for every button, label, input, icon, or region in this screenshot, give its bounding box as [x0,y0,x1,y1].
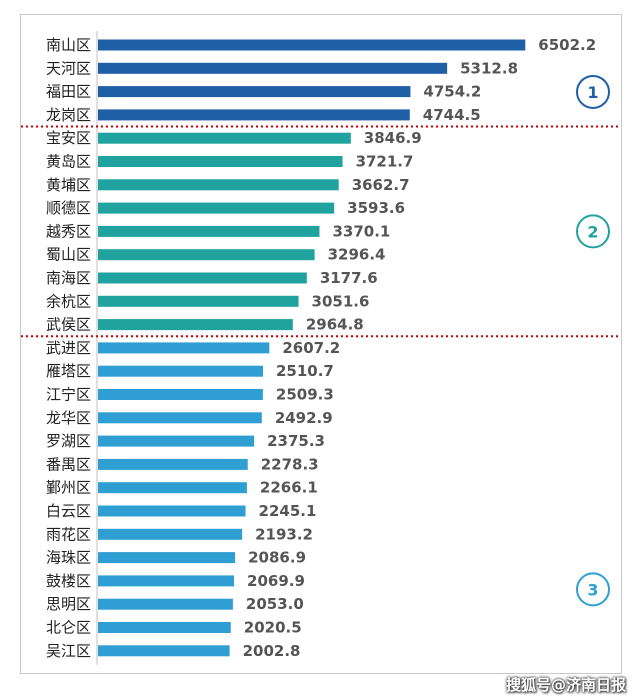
bar [98,132,351,144]
category-label: 白云区 [46,502,91,520]
bar [98,645,230,657]
category-label: 龙岗区 [46,106,91,124]
bar [98,342,270,354]
value-label: 2193.2 [255,525,313,543]
bar [98,622,231,633]
bar [98,86,411,98]
category-label: 天河区 [46,59,91,77]
category-label: 龙华区 [46,409,91,427]
category-label: 北仑区 [46,619,91,637]
category-label: 鼓楼区 [46,572,91,590]
bar [98,458,248,470]
group-number: 2 [587,222,598,241]
bar [98,39,526,51]
category-label: 吴江区 [46,642,91,660]
value-label: 3846.9 [364,129,422,147]
category-label: 鄞州区 [46,479,91,497]
value-label: 3177.6 [320,269,378,287]
category-label: 雨花区 [46,525,91,543]
category-label: 江宁区 [46,386,91,404]
category-label: 黄埔区 [46,176,91,194]
value-label: 2375.3 [267,432,325,450]
bar [98,482,247,494]
bar [98,552,236,564]
value-label: 3296.4 [328,246,386,264]
bar [98,156,343,167]
category-label: 思明区 [46,595,91,613]
value-label: 6502.2 [538,36,596,54]
bar [98,435,255,447]
value-label: 2069.9 [247,572,305,590]
category-label: 雁塔区 [46,362,91,380]
value-label: 2510.7 [276,362,334,380]
category-label: 南山区 [46,36,91,54]
bar [98,365,263,377]
category-label: 宝安区 [46,129,91,147]
bar [98,295,299,307]
bar [98,249,315,261]
value-label: 2002.8 [243,642,301,660]
category-label: 番禺区 [46,455,91,473]
value-label: 2053.0 [246,595,304,613]
group-badge [576,74,610,109]
value-label: 3051.6 [312,292,370,310]
value-label: 4744.5 [423,106,481,124]
value-label: 3370.1 [332,222,390,240]
bar [98,272,307,284]
chart-frame: 南山区 6502.2 天河区 5312.8 福田区 4754.2 龙岗区 4744.5 宝安区 3… [20,14,622,674]
category-label: 罗湖区 [46,432,91,450]
bar [98,528,243,540]
watermark: 搜狐号@济南日报 [505,676,626,694]
category-label: 越秀区 [46,222,91,240]
value-label: 2266.1 [260,479,318,497]
value-label: 2278.3 [261,455,319,473]
category-label: 黄岛区 [46,153,91,171]
category-label: 蜀山区 [46,246,91,264]
category-label: 福田区 [46,83,91,101]
bar [98,575,235,587]
group-badge [576,214,610,249]
value-label: 2492.9 [275,409,333,427]
value-label: 3721.7 [356,153,414,171]
category-label: 武侯区 [46,316,91,334]
bar [98,225,320,237]
bar [98,412,262,424]
bar [98,389,263,400]
bar [98,319,293,331]
bar [98,505,246,517]
category-label: 南海区 [46,269,91,287]
value-label: 2509.3 [276,386,334,404]
category-label: 武进区 [46,339,91,357]
category-label: 顺德区 [46,199,91,217]
value-label: 2607.2 [282,339,340,357]
value-label: 5312.8 [460,59,518,77]
value-label: 2020.5 [244,619,302,637]
value-label: 3662.7 [352,176,410,194]
group-number: 1 [587,83,598,102]
group-number: 3 [587,580,598,599]
value-label: 2245.1 [259,502,317,520]
bar [98,109,410,121]
bar [98,62,448,74]
value-label: 2964.8 [306,316,364,334]
bar [98,202,335,214]
value-label: 4754.2 [423,83,481,101]
category-label: 余杭区 [46,292,91,310]
bar [98,598,233,610]
bar [98,179,339,191]
category-label: 海珠区 [46,549,91,567]
value-label: 2086.9 [248,549,306,567]
value-label: 3593.6 [347,199,405,217]
bar-chart: 南山区 6502.2 天河区 5312.8 福田区 4754.2 龙岗区 4744.5 宝安区 3… [21,31,621,665]
group-badge [576,572,610,607]
